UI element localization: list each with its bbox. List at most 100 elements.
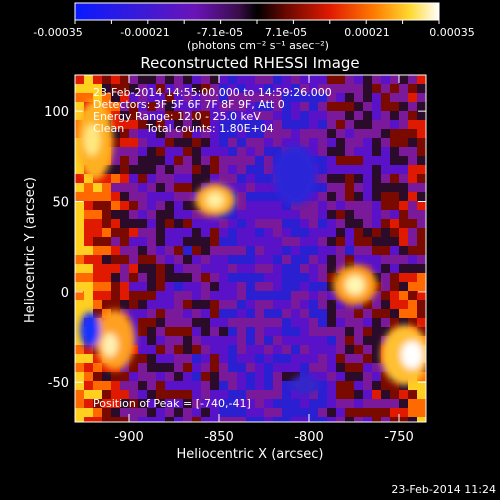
image-pixel (210, 354, 219, 363)
image-pixel (282, 273, 291, 282)
image-pixel (210, 246, 219, 255)
image-pixel (165, 282, 174, 291)
image-pixel (210, 147, 219, 156)
image-pixel (201, 75, 210, 84)
image-pixel (363, 210, 372, 219)
image-pixel (282, 228, 291, 237)
image-pixel (228, 183, 237, 192)
image-pixel (147, 417, 156, 422)
image-pixel (201, 129, 210, 138)
image-pixel (318, 183, 327, 192)
image-pixel (345, 381, 354, 390)
image-pixel (264, 255, 273, 264)
image-pixel (129, 390, 138, 399)
image-pixel (102, 102, 111, 111)
image-pixel (408, 300, 417, 309)
image-pixel (111, 417, 120, 422)
image-pixel (129, 417, 138, 422)
image-pixel (318, 165, 327, 174)
image-pixel (129, 165, 138, 174)
image-pixel (219, 300, 228, 309)
image-pixel (273, 111, 282, 120)
image-pixel (318, 282, 327, 291)
image-pixel (156, 381, 165, 390)
image-pixel (336, 219, 345, 228)
image-pixel (75, 300, 84, 309)
image-pixel (129, 309, 138, 318)
image-pixel (309, 210, 318, 219)
image-pixel (291, 255, 300, 264)
image-pixel (345, 93, 354, 102)
image-pixel (291, 111, 300, 120)
image-pixel (120, 120, 129, 129)
rhessi-image (75, 75, 426, 422)
image-pixel (165, 318, 174, 327)
image-pixel (138, 345, 147, 354)
image-pixel (372, 138, 381, 147)
image-pixel (336, 255, 345, 264)
image-pixel (417, 282, 426, 291)
image-pixel (345, 192, 354, 201)
image-pixel (309, 372, 318, 381)
image-pixel (75, 417, 84, 422)
image-pixel (183, 237, 192, 246)
image-pixel (345, 111, 354, 120)
image-pixel (381, 138, 390, 147)
image-pixel (174, 417, 183, 422)
image-pixel (318, 210, 327, 219)
image-pixel (246, 228, 255, 237)
image-pixel (246, 300, 255, 309)
image-pixel (183, 390, 192, 399)
image-pixel (210, 273, 219, 282)
image-pixel (156, 336, 165, 345)
image-pixel (219, 237, 228, 246)
image-pixel (111, 174, 120, 183)
image-pixel (192, 138, 201, 147)
image-pixel (327, 228, 336, 237)
image-pixel (192, 354, 201, 363)
image-pixel (354, 345, 363, 354)
image-pixel (255, 138, 264, 147)
image-pixel (354, 381, 363, 390)
image-pixel (417, 228, 426, 237)
image-pixel (408, 210, 417, 219)
image-pixel (399, 102, 408, 111)
image-pixel (201, 408, 210, 417)
image-pixel (138, 183, 147, 192)
image-pixel (192, 282, 201, 291)
image-pixel (363, 399, 372, 408)
image-pixel (291, 138, 300, 147)
image-pixel (192, 93, 201, 102)
image-pixel (228, 174, 237, 183)
image-pixel (246, 345, 255, 354)
image-pixel (417, 246, 426, 255)
image-pixel (327, 84, 336, 93)
image-pixel (318, 309, 327, 318)
image-pixel (417, 417, 426, 422)
image-pixel (192, 300, 201, 309)
image-pixel (129, 75, 138, 84)
image-pixel (273, 201, 282, 210)
image-pixel (318, 390, 327, 399)
image-pixel (183, 336, 192, 345)
image-pixel (363, 309, 372, 318)
image-pixel (246, 327, 255, 336)
image-pixel (345, 165, 354, 174)
image-pixel (111, 237, 120, 246)
image-pixel (237, 417, 246, 422)
image-pixel (417, 84, 426, 93)
image-pixel (165, 93, 174, 102)
image-pixel (129, 363, 138, 372)
image-pixel (165, 138, 174, 147)
image-pixel (129, 147, 138, 156)
image-pixel (300, 84, 309, 93)
image-pixel (327, 93, 336, 102)
image-pixel (75, 336, 84, 345)
image-pixel (111, 192, 120, 201)
image-pixel (174, 192, 183, 201)
image-pixel (399, 84, 408, 93)
image-pixel (201, 210, 210, 219)
image-pixel (201, 327, 210, 336)
image-pixel (372, 363, 381, 372)
image-pixel (219, 228, 228, 237)
